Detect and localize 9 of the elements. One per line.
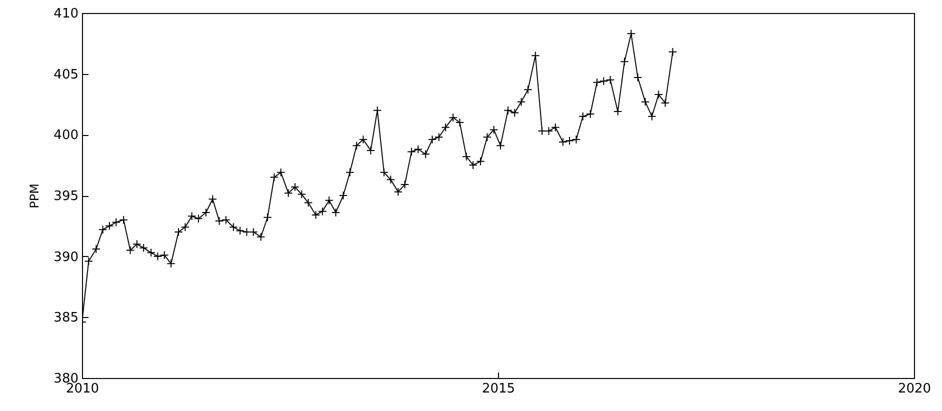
y-axis-title: PPM	[28, 184, 42, 208]
y-tick-label: 400	[54, 128, 78, 144]
y-tick-label: 395	[54, 189, 78, 204]
x-tick-label: 2015	[482, 382, 516, 396]
y-tick-label: 390	[54, 250, 78, 265]
x-tick-label: 2020	[898, 382, 932, 396]
y-tick-label: 410	[54, 6, 78, 22]
y-tick-label: 405	[54, 67, 78, 82]
y-tick-label: 385	[54, 310, 78, 326]
